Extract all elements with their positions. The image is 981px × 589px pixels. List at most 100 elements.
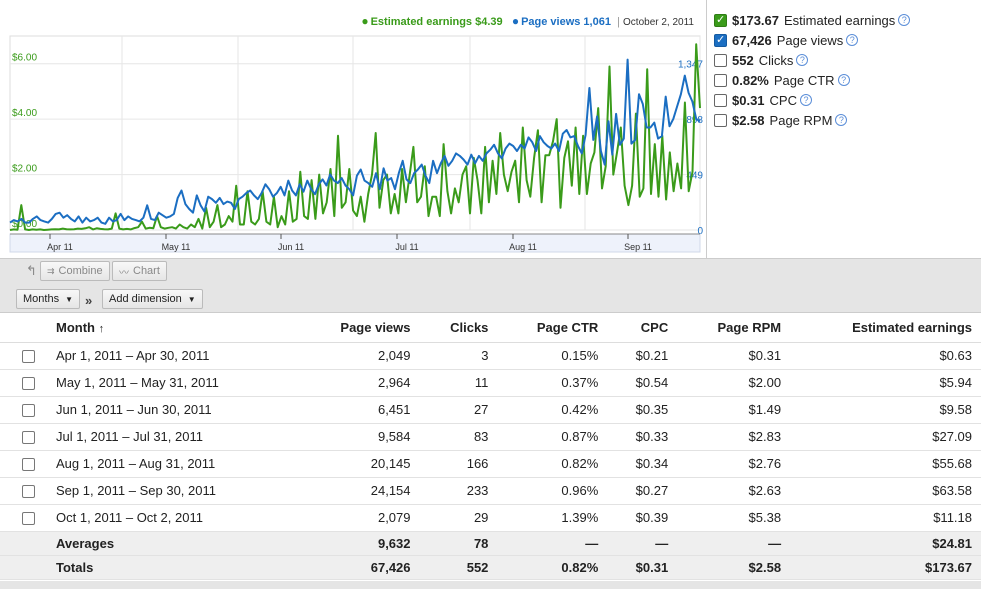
table-row: Jun 1, 2011 – Jun 30, 2011 6,451 27 0.42% $0… <box>0 396 981 424</box>
metric-label: Clicks <box>758 52 794 68</box>
table-cell: $0.39 <box>607 504 678 532</box>
metric-label: Page CTR <box>773 72 835 88</box>
row-checkbox[interactable] <box>22 377 35 391</box>
table-row: Aug 1, 2011 – Aug 31, 2011 20,145 166 0.82%… <box>0 450 981 478</box>
chart-button[interactable]: 〰 Chart <box>112 261 167 281</box>
metric-label: Page views <box>776 32 844 48</box>
table-cell: $0.27 <box>607 477 678 505</box>
checkbox-cell <box>0 531 46 556</box>
table-cell: $9.58 <box>790 396 981 424</box>
metric-value: $0.31 <box>732 92 765 108</box>
combine-button[interactable]: ⇉ Combine <box>40 261 110 281</box>
report-table: Month ↑ Page views Clicks Page CTR CPC P… <box>0 313 981 580</box>
column-header-page-ctr[interactable]: Page CTR <box>497 313 608 343</box>
row-checkbox[interactable] <box>22 458 35 472</box>
metric-checkbox[interactable] <box>714 93 727 107</box>
row-checkbox[interactable] <box>22 404 35 418</box>
table-cell: Oct 1, 2011 – Oct 2, 2011 <box>46 504 298 532</box>
row-checkbox[interactable] <box>22 512 35 526</box>
series-line <box>9 43 701 231</box>
metric-value: 67,426 <box>732 32 772 48</box>
table-cell: 9,584 <box>297 423 420 451</box>
sort-ascending-icon: ↑ <box>98 322 105 335</box>
metric-value: 552 <box>732 52 754 68</box>
table-footer-strip <box>0 581 981 589</box>
help-icon[interactable]: ? <box>898 14 911 26</box>
table-cell: 0.96% <box>497 477 608 505</box>
table-cell: $0.31 <box>607 555 678 580</box>
table-cell: $0.35 <box>607 396 678 424</box>
metric-label: CPC <box>769 92 797 108</box>
table-cell: 552 <box>419 555 498 580</box>
row-checkbox[interactable] <box>22 431 35 445</box>
metric-row[interactable]: $173.67 Estimated earnings? <box>714 10 981 30</box>
table-cell: 2,079 <box>297 504 420 532</box>
x-tick-label: Sep 11 <box>624 242 652 252</box>
table-cell: 233 <box>419 477 498 505</box>
metric-label: Estimated earnings <box>784 12 896 28</box>
checkbox-cell <box>0 369 46 397</box>
checkbox-cell <box>0 450 46 478</box>
checkbox-cell <box>0 555 46 580</box>
left-axis-label: $6.00 <box>12 53 37 64</box>
x-tick-label: Jul 11 <box>395 242 418 252</box>
help-icon[interactable]: ? <box>837 74 850 86</box>
metric-value: $2.58 <box>732 112 765 128</box>
legend-earnings: ● Estimated earnings $4.39 <box>361 14 503 28</box>
add-dimension-dropdown[interactable]: Add dimension ▼ <box>102 289 203 309</box>
metric-row[interactable]: 0.82% Page CTR? <box>714 70 981 90</box>
metric-label: Page RPM <box>769 112 833 128</box>
metric-row[interactable]: $2.58 Page RPM? <box>714 110 981 130</box>
help-icon[interactable]: ? <box>796 54 809 66</box>
column-header-cpc[interactable]: CPC <box>607 313 678 343</box>
series-line <box>9 58 701 225</box>
metric-checkbox[interactable] <box>714 33 727 47</box>
metric-row[interactable]: $0.31 CPC? <box>714 90 981 110</box>
table-cell: 24,154 <box>297 477 420 505</box>
right-axis-label: 0 <box>697 226 703 237</box>
row-checkbox[interactable] <box>22 485 35 499</box>
table-cell: Sep 1, 2011 – Sep 30, 2011 <box>46 477 298 505</box>
table-cell: 3 <box>419 342 498 370</box>
column-header-page-rpm[interactable]: Page RPM <box>677 313 791 343</box>
table-cell: 0.42% <box>497 396 608 424</box>
performance-chart: $6.00 $4.00 $2.00 $0.00 1,347 898 449 0 Apr 11 Ma… <box>0 0 707 258</box>
table-cell: 67,426 <box>297 555 420 580</box>
metric-checkbox[interactable] <box>714 73 727 87</box>
metric-checkbox[interactable] <box>714 113 727 127</box>
checkbox-cell <box>0 477 46 505</box>
row-checkbox[interactable] <box>22 350 35 364</box>
column-header-estimated-earnings[interactable]: Estimated earnings <box>790 313 981 343</box>
table-cell: Aug 1, 2011 – Aug 31, 2011 <box>46 450 298 478</box>
table-cell: 1.39% <box>497 504 608 532</box>
legend-pageviews: ● Page views 1,061 <box>511 14 611 28</box>
months-dropdown[interactable]: Months ▼ <box>16 289 80 309</box>
table-cell: $2.00 <box>677 369 791 397</box>
metric-row[interactable]: 552 Clicks? <box>714 50 981 70</box>
table-header-row: Month ↑ Page views Clicks Page CTR CPC P… <box>0 313 981 343</box>
table-cell: 27 <box>419 396 498 424</box>
help-icon[interactable]: ? <box>835 114 848 126</box>
help-icon[interactable]: ? <box>800 94 812 106</box>
table-cell: $0.21 <box>607 342 678 370</box>
column-header-clicks[interactable]: Clicks <box>419 313 498 343</box>
table-cell: May 1, 2011 – May 31, 2011 <box>46 369 298 397</box>
help-icon[interactable]: ? <box>846 34 859 46</box>
table-cell: 2,964 <box>297 369 420 397</box>
table-cell: $0.34 <box>607 450 678 478</box>
column-header-page-views[interactable]: Page views <box>297 313 420 343</box>
pivot-arrow-icon: ↰ <box>26 263 37 278</box>
table-cell: $63.58 <box>790 477 981 505</box>
column-header-month[interactable]: Month ↑ <box>46 313 298 343</box>
table-cell: 11 <box>419 369 498 397</box>
metric-checkbox[interactable] <box>714 53 727 67</box>
checkbox-cell <box>0 396 46 424</box>
table-cell: — <box>677 531 791 556</box>
metric-checkbox[interactable] <box>714 13 727 27</box>
table-cell: 2,049 <box>297 342 420 370</box>
table-cell: 0.37% <box>497 369 608 397</box>
